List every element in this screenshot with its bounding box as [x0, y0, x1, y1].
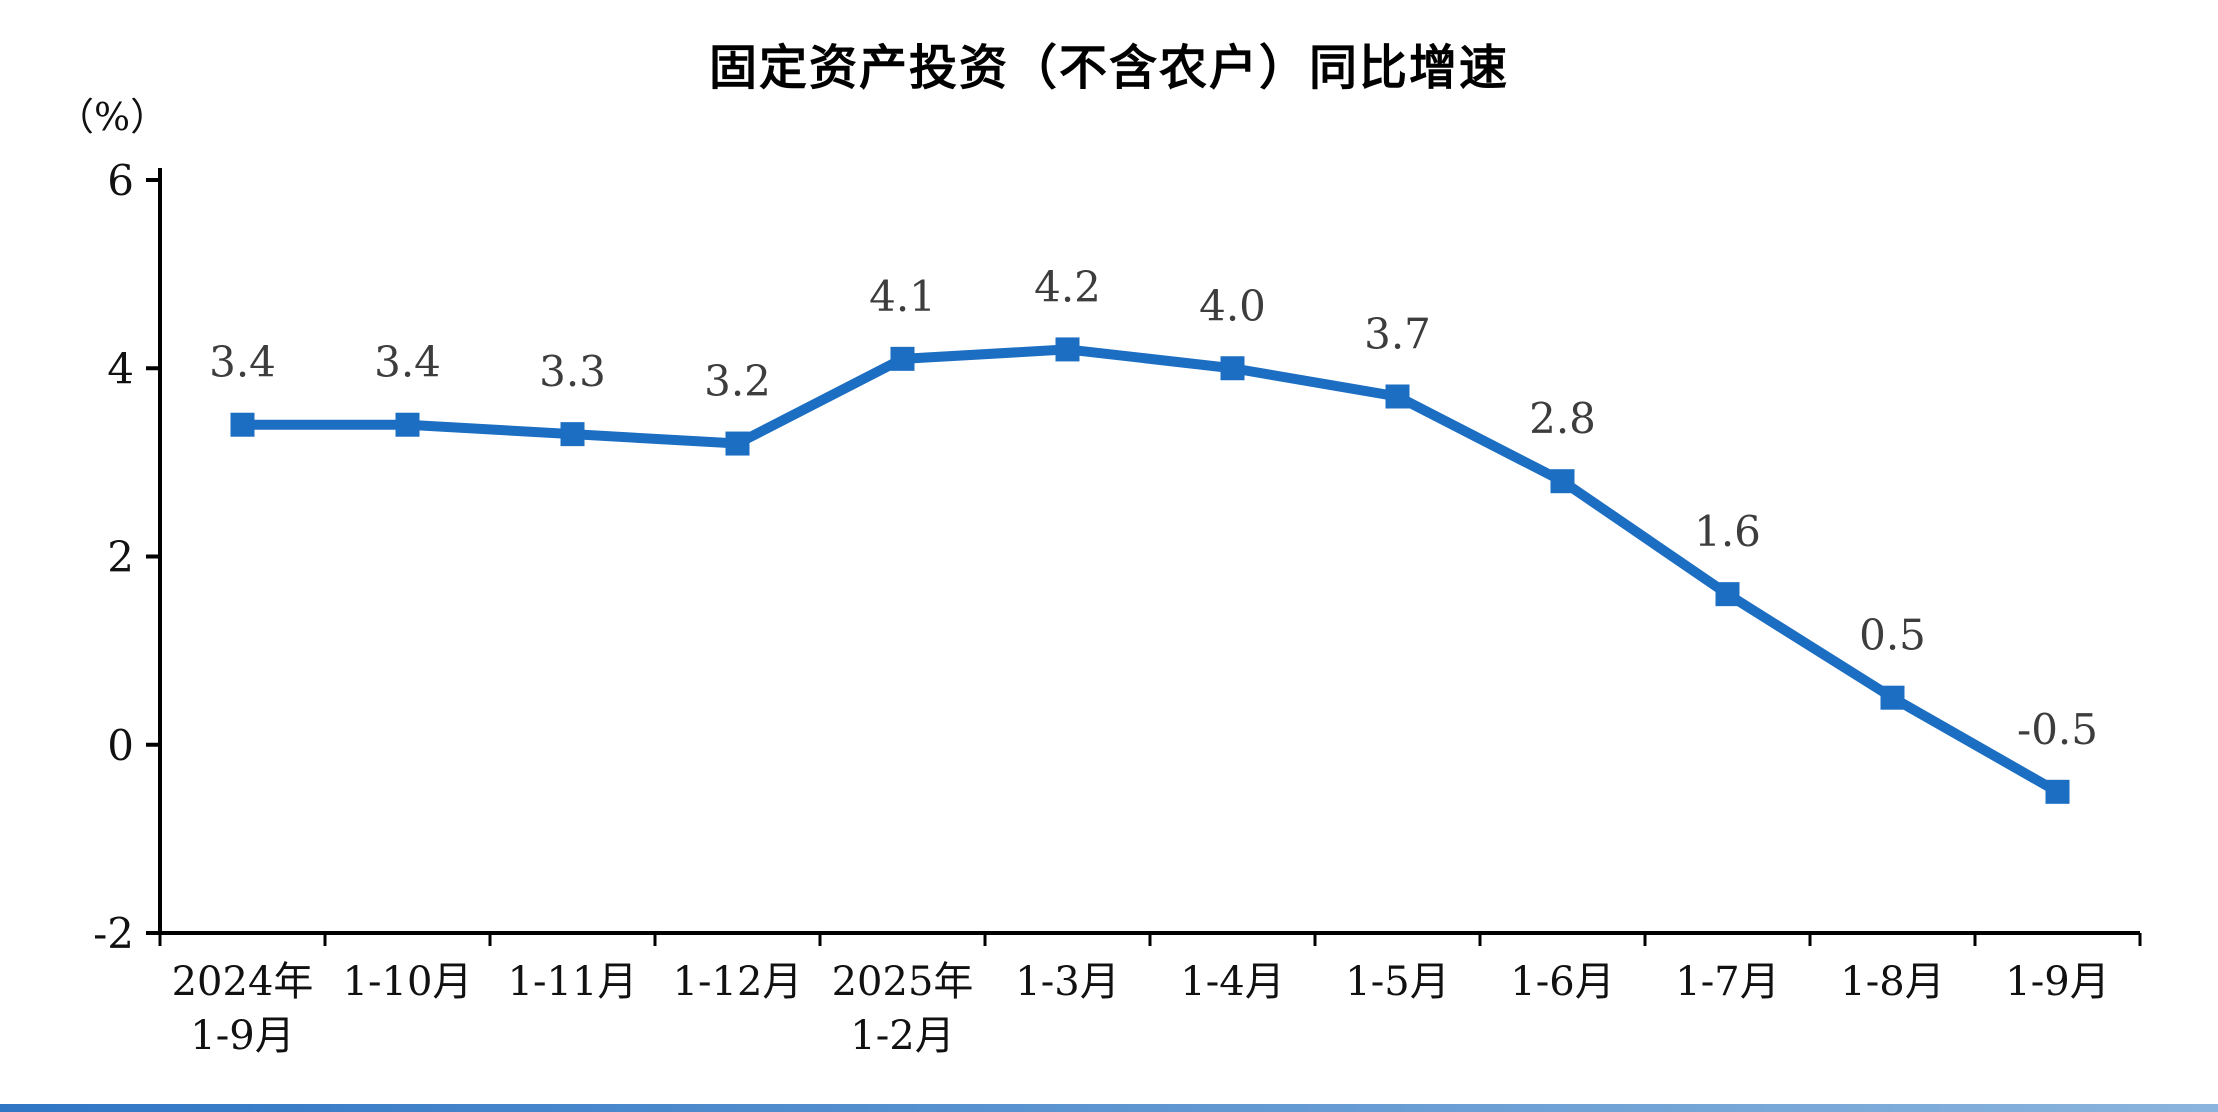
x-tick-label: 1-12月 — [673, 959, 803, 1005]
x-tick-label: 1-2月 — [850, 1013, 954, 1059]
axes — [158, 168, 2140, 935]
x-tick-label: 1-9月 — [2005, 959, 2109, 1005]
data-point-marker — [1385, 384, 1410, 409]
data-line — [237, 344, 2063, 797]
data-point-marker — [395, 412, 420, 437]
y-tick-label: 6 — [107, 156, 134, 205]
data-point-label: 2.8 — [1529, 394, 1596, 443]
y-axis-unit-label: （%） — [56, 95, 169, 139]
y-tick-label: 4 — [107, 344, 134, 393]
data-point-marker — [560, 422, 585, 447]
data-point-label: 4.1 — [869, 272, 936, 321]
x-tick-label: 1-6月 — [1510, 959, 1614, 1005]
data-point-marker — [1220, 356, 1245, 381]
data-point-label: -0.5 — [2017, 705, 2098, 754]
x-tick-label: 1-5月 — [1345, 959, 1449, 1005]
data-point-label: 1.6 — [1694, 507, 1761, 556]
data-point-marker — [230, 412, 255, 437]
x-tick-label: 1-10月 — [343, 959, 473, 1005]
data-point-label: 3.7 — [1364, 309, 1431, 358]
data-point-marker — [1550, 469, 1575, 494]
data-point-marker — [1880, 685, 1905, 710]
y-tick-label: 2 — [107, 533, 134, 582]
data-point-marker — [725, 431, 750, 456]
x-tick-label: 1-3月 — [1015, 959, 1119, 1005]
x-tick-label: 1-7月 — [1675, 959, 1779, 1005]
y-tick-label: 0 — [107, 721, 134, 770]
data-point-marker — [2045, 779, 2070, 804]
data-point-label: 3.3 — [539, 347, 606, 396]
data-point-marker — [1055, 337, 1080, 362]
chart-title: 固定资产投资（不含农户）同比增速 — [708, 40, 1509, 96]
data-point-label: 3.2 — [704, 357, 771, 406]
x-tick-label: 1-11月 — [508, 959, 638, 1005]
x-category-labels: 2024年 1-9月 1-10月 1-11月 1-12月 2025年 1-2月 1-3月 1-4… — [172, 959, 2110, 1059]
x-tick-label: 1-9月 — [190, 1013, 294, 1059]
data-point-label: 3.4 — [209, 338, 276, 387]
x-tick-label: 2025年 — [832, 959, 974, 1005]
x-tick-label: 2024年 — [172, 959, 314, 1005]
data-point-label: 0.5 — [1859, 611, 1926, 660]
y-axis-ticks: 6 4 2 0 -2 — [93, 156, 160, 958]
data-point-marker — [1715, 582, 1740, 607]
data-point-marker — [890, 346, 915, 371]
data-point-label: 4.2 — [1034, 262, 1101, 311]
bottom-accent-bar — [0, 1104, 2218, 1112]
x-tick-label: 1-4月 — [1180, 959, 1284, 1005]
data-point-label: 4.0 — [1199, 281, 1266, 330]
y-tick-label: -2 — [93, 909, 134, 958]
x-axis-ticks — [158, 933, 2142, 946]
data-point-label: 3.4 — [374, 338, 441, 387]
data-points: 3.4 3.4 3.3 3.2 4.1 4.2 4.0 3.7 2.8 1.6 0.5 -0.5 — [209, 262, 2098, 804]
x-tick-label: 1-8月 — [1840, 959, 1944, 1005]
